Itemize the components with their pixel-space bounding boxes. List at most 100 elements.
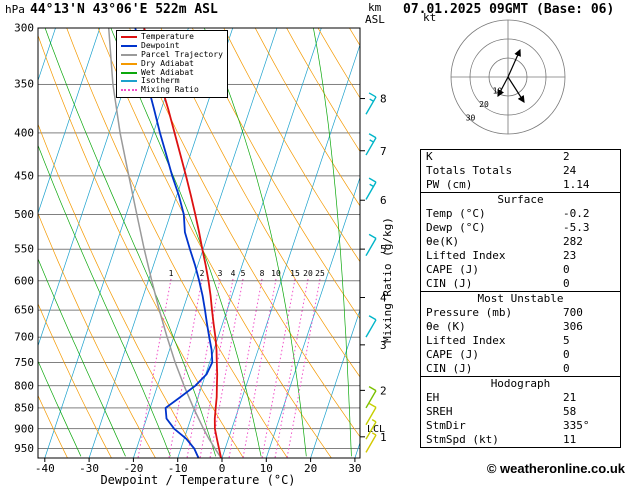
wind-barb bbox=[365, 133, 377, 156]
legend-label: Wet Adiabat bbox=[141, 67, 194, 77]
wind-barb bbox=[365, 419, 377, 440]
hodograph-wind-vectors bbox=[497, 48, 525, 104]
legend-item: Mixing Ratio bbox=[121, 86, 223, 95]
pressure-tick-label: 750 bbox=[14, 356, 34, 369]
wet-adiabat-lines bbox=[38, 28, 352, 457]
stat-value: 0 bbox=[563, 277, 570, 290]
stat-label: Temp (°C) bbox=[426, 207, 486, 220]
stat-label: Dewp (°C) bbox=[426, 221, 486, 234]
wind-barb bbox=[365, 315, 377, 338]
mixing-ratio-value-label: 10 bbox=[271, 269, 281, 278]
stat-label: θe(K) bbox=[426, 235, 460, 248]
mixing-ratio-lines: 1 2 3 4 5 8 10 15 20 25 bbox=[137, 269, 325, 458]
stat-value: 58 bbox=[563, 405, 577, 418]
stat-row: PW (cm) 1.14 bbox=[421, 178, 620, 192]
stat-row: EH 21 bbox=[421, 391, 620, 405]
stat-value: 282 bbox=[563, 235, 583, 248]
stat-row: CIN (J) 0 bbox=[421, 277, 620, 291]
panel-section-title: Hodograph bbox=[490, 377, 551, 390]
dry-adiabat-lines bbox=[38, 28, 360, 458]
legend-label: Mixing Ratio bbox=[141, 85, 199, 95]
mixing-ratio-value-label: 5 bbox=[241, 269, 246, 278]
stat-value: 335° bbox=[563, 419, 590, 432]
km-tick-label: 7 bbox=[380, 145, 387, 158]
indices-panel: K 2 Totals Totals 24 PW (cm) 1.14 Surface Temp … bbox=[420, 149, 621, 448]
wind-barbs bbox=[365, 92, 377, 453]
stat-label: CIN (J) bbox=[426, 362, 473, 375]
asl-axis-unit-label: ASL bbox=[365, 13, 385, 26]
hodograph-ring-label: 30 bbox=[466, 113, 476, 122]
stat-row: Totals Totals 24 bbox=[421, 164, 620, 178]
legend-label: Temperature bbox=[141, 32, 194, 42]
stat-row: CIN (J) 0 bbox=[421, 362, 620, 376]
stat-label: CAPE (J) bbox=[426, 263, 479, 276]
copyright-watermark: © weatheronline.co.uk bbox=[486, 461, 625, 476]
stat-value: 2 bbox=[563, 150, 570, 163]
stat-row: θe (K) 306 bbox=[421, 320, 620, 334]
stat-label: StmSpd (kt) bbox=[426, 433, 499, 446]
temperature-tick-label: -20 bbox=[123, 462, 143, 475]
wind-barb bbox=[365, 233, 377, 257]
panel-section: Surface Temp (°C) -0.2 Dewp (°C) -5.3 θe(K) 28… bbox=[420, 192, 621, 292]
km-axis-unit-label: km bbox=[368, 1, 382, 14]
mixing-ratio-value-label: 2 bbox=[200, 269, 205, 278]
stat-label: PW (cm) bbox=[426, 178, 473, 191]
temperature-tick-label: 0 bbox=[219, 462, 226, 475]
legend-item: Dewpoint bbox=[121, 42, 223, 51]
x-axis-label: Dewpoint / Temperature (°C) bbox=[100, 473, 295, 486]
temperature-tick-label: 10 bbox=[260, 462, 273, 475]
stat-label: EH bbox=[426, 391, 440, 404]
stat-label: SREH bbox=[426, 405, 453, 418]
pressure-tick-label: 550 bbox=[14, 243, 34, 256]
stat-value: 11 bbox=[563, 433, 577, 446]
temperature-tick-label: -40 bbox=[35, 462, 55, 475]
stat-row: StmSpd (kt) 11 bbox=[421, 433, 620, 447]
km-tick-label: 6 bbox=[380, 194, 387, 207]
legend-label: Dewpoint bbox=[141, 41, 180, 51]
stat-label: Totals Totals bbox=[426, 164, 513, 177]
legend-label: Parcel Trajectory bbox=[141, 49, 223, 59]
pressure-tick-label: 850 bbox=[14, 401, 34, 414]
dewpoint-line bbox=[134, 28, 214, 458]
km-tick-label: 8 bbox=[380, 93, 387, 106]
stat-value: 0 bbox=[563, 263, 570, 276]
panel-section: K 2 Totals Totals 24 PW (cm) 1.14 bbox=[420, 149, 621, 193]
pressure-axis-unit-label: hPa bbox=[5, 3, 25, 16]
mixing-ratio-axis-label: Mixing Ratio (g/kg) bbox=[381, 217, 394, 343]
stat-value: -0.2 bbox=[563, 207, 590, 220]
pressure-tick-label: 650 bbox=[14, 304, 34, 317]
temperature-tick-label: -30 bbox=[79, 462, 99, 475]
pressure-tick-label: 500 bbox=[14, 208, 34, 221]
pressure-tick-label: 800 bbox=[14, 379, 34, 392]
datetime-title: 07.01.2025 09GMT (Base: 06) bbox=[403, 2, 615, 17]
stat-value: 700 bbox=[563, 306, 583, 319]
km-tick-label: 4 bbox=[380, 292, 387, 305]
stat-value: 0 bbox=[563, 348, 570, 361]
wind-barb bbox=[365, 92, 377, 115]
stat-value: 0 bbox=[563, 362, 570, 375]
stat-row: CAPE (J) 0 bbox=[421, 263, 620, 277]
stat-label: CAPE (J) bbox=[426, 348, 479, 361]
mixing-ratio-value-label: 1 bbox=[169, 269, 174, 278]
station-title: 44°13'N 43°06'E 522m ASL bbox=[30, 2, 218, 17]
legend-line-swatch bbox=[121, 36, 137, 39]
wind-barb bbox=[365, 177, 377, 200]
stat-value: 21 bbox=[563, 391, 577, 404]
wind-barb bbox=[365, 432, 377, 453]
stat-label: CIN (J) bbox=[426, 277, 473, 290]
legend-item: Parcel Trajectory bbox=[121, 49, 223, 60]
mixing-ratio-value-label: 3 bbox=[218, 269, 223, 278]
stat-value: 1.14 bbox=[563, 178, 590, 191]
temperature-tick-label: -10 bbox=[168, 462, 188, 475]
stat-value: 5 bbox=[563, 334, 570, 347]
km-tick-label: 3 bbox=[380, 339, 387, 352]
mixing-ratio-value-label: 25 bbox=[315, 269, 325, 278]
legend-line-swatch bbox=[121, 62, 137, 65]
skewt-chart: 1 2 3 4 5 8 10 15 20 2530035040045050055060065070… bbox=[14, 22, 394, 486]
legend-line-swatch bbox=[121, 89, 137, 92]
stat-label: K bbox=[426, 150, 433, 163]
stat-value: 24 bbox=[563, 164, 577, 177]
stat-label: StmDir bbox=[426, 419, 466, 432]
km-tick-label: 2 bbox=[380, 384, 387, 397]
